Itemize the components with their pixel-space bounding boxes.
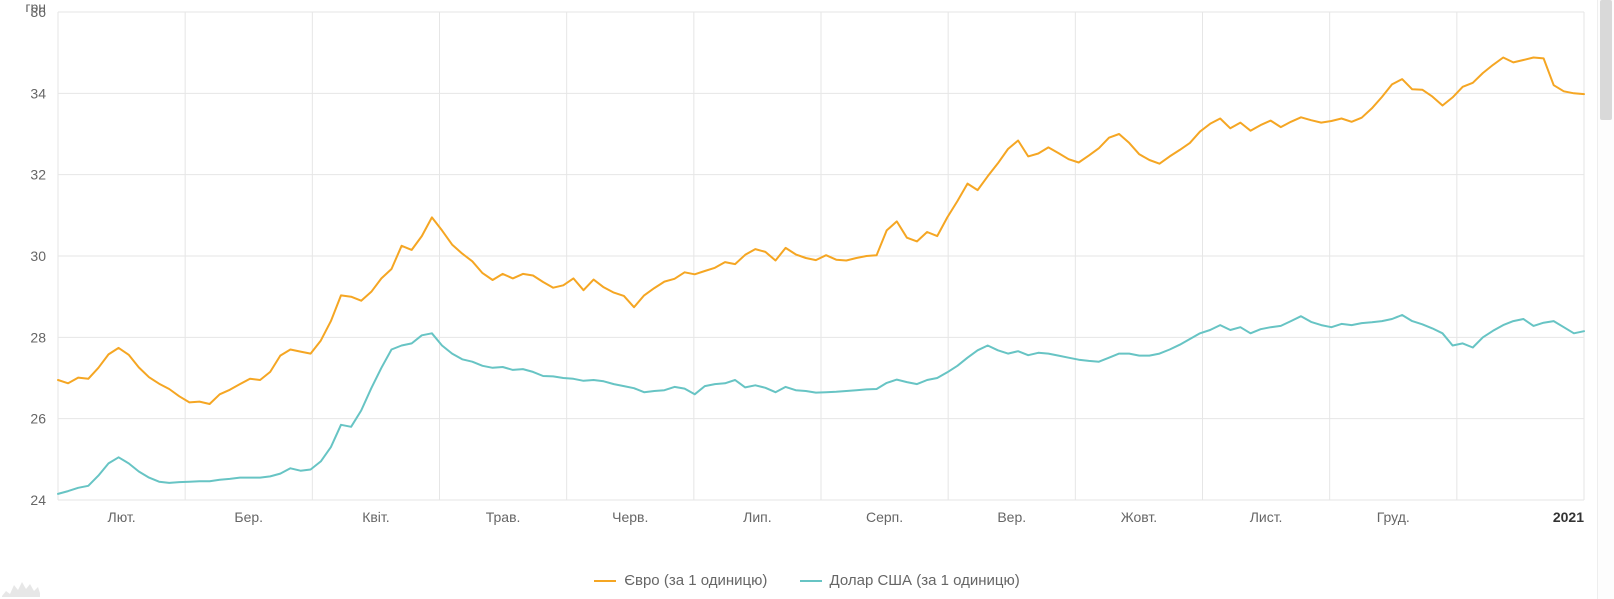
legend-swatch-eur bbox=[594, 580, 616, 582]
svg-text:26: 26 bbox=[30, 411, 46, 427]
svg-text:Лип.: Лип. bbox=[743, 509, 771, 525]
svg-text:30: 30 bbox=[30, 248, 46, 264]
vertical-scrollbar[interactable] bbox=[1597, 0, 1614, 599]
svg-text:24: 24 bbox=[30, 492, 46, 508]
svg-text:Квіт.: Квіт. bbox=[362, 509, 389, 525]
svg-text:34: 34 bbox=[30, 85, 46, 101]
svg-text:Жовт.: Жовт. bbox=[1121, 509, 1157, 525]
svg-text:32: 32 bbox=[30, 167, 46, 183]
svg-text:Серп.: Серп. bbox=[866, 509, 903, 525]
exchange-rate-chart: 24262830323436Лют.Бер.Квіт.Трав.Черв.Лип… bbox=[0, 0, 1614, 599]
svg-text:Бер.: Бер. bbox=[234, 509, 263, 525]
legend-swatch-usd bbox=[800, 580, 822, 582]
legend: Євро (за 1 одиницю) Долар США (за 1 один… bbox=[0, 569, 1614, 590]
legend-item-usd[interactable]: Долар США (за 1 одиницю) bbox=[800, 572, 1020, 589]
svg-text:Груд.: Груд. bbox=[1377, 509, 1410, 525]
svg-text:Лют.: Лют. bbox=[108, 509, 136, 525]
svg-text:Лист.: Лист. bbox=[1250, 509, 1283, 525]
zoom-scrubber-icon[interactable] bbox=[2, 579, 40, 597]
svg-text:Вер.: Вер. bbox=[997, 509, 1026, 525]
chart-canvas: 24262830323436Лют.Бер.Квіт.Трав.Черв.Лип… bbox=[0, 0, 1614, 599]
svg-text:грн: грн bbox=[25, 0, 46, 15]
svg-text:2021: 2021 bbox=[1553, 509, 1584, 525]
legend-item-eur[interactable]: Євро (за 1 одиницю) bbox=[594, 572, 767, 589]
scrollbar-thumb[interactable] bbox=[1600, 0, 1612, 120]
svg-text:Трав.: Трав. bbox=[486, 509, 521, 525]
legend-label-usd: Долар США (за 1 одиницю) bbox=[830, 572, 1020, 589]
legend-label-eur: Євро (за 1 одиницю) bbox=[624, 572, 767, 589]
svg-text:Черв.: Черв. bbox=[612, 509, 648, 525]
svg-text:28: 28 bbox=[30, 329, 46, 345]
